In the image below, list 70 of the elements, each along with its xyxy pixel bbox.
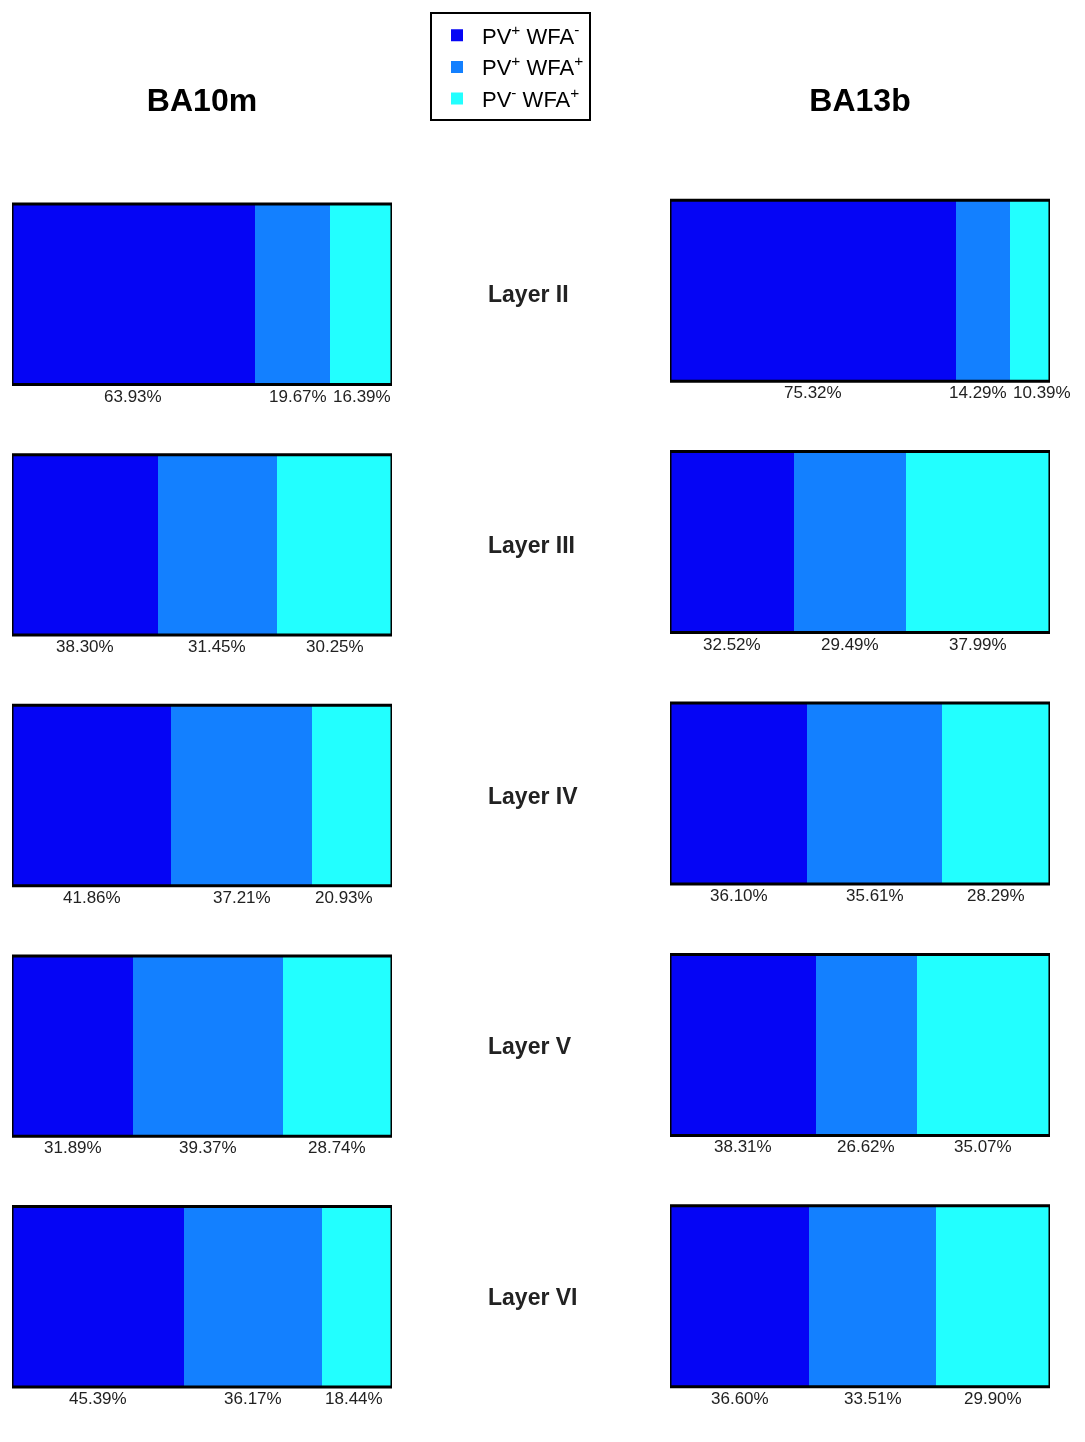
bar — [936, 1205, 1050, 1387]
legend-label: PV$^{+}$ WFA$^{-}$ — [482, 20, 580, 49]
data-label: 38.30% — [56, 637, 114, 656]
bar — [670, 1205, 810, 1387]
bar — [12, 705, 172, 886]
bar — [157, 454, 278, 636]
data-label: 30.25% — [306, 637, 364, 656]
data-label: 29.49% — [821, 635, 879, 654]
chart-title: BA13b — [809, 82, 911, 119]
data-label: 19.67% — [269, 387, 327, 406]
data-label: 75.32% — [784, 383, 842, 402]
data-label: 36.60% — [711, 1389, 769, 1408]
bar — [793, 451, 906, 633]
bar — [956, 200, 1011, 382]
data-label: 35.61% — [846, 886, 904, 905]
bar — [12, 454, 158, 636]
data-label: 10.39% — [1013, 383, 1071, 402]
data-label: 45.39% — [69, 1389, 127, 1408]
data-label: 16.39% — [333, 387, 391, 406]
bar — [807, 703, 943, 884]
y-tick-label: Layer V — [488, 1033, 572, 1060]
data-label: 20.93% — [315, 888, 373, 907]
y-tick-label: Layer III — [488, 531, 575, 558]
legend-label: PV$^{-}$ WFA$^{+}$ — [482, 83, 580, 113]
bar — [670, 703, 808, 884]
bar — [905, 451, 1050, 633]
data-label: 29.90% — [964, 1389, 1022, 1408]
bar — [670, 200, 957, 382]
data-label: 63.93% — [104, 387, 162, 406]
data-label: 28.74% — [308, 1138, 366, 1157]
bar — [12, 1206, 185, 1387]
bar — [184, 1206, 322, 1387]
bar — [942, 703, 1050, 884]
data-label: 36.10% — [710, 886, 768, 905]
bar — [12, 955, 134, 1137]
data-label: 18.44% — [325, 1389, 383, 1408]
bar — [809, 1205, 937, 1387]
bar — [133, 955, 283, 1137]
bar — [815, 954, 917, 1136]
y-tick-label: Layer II — [488, 281, 569, 308]
bar — [12, 204, 255, 385]
y-tick-label: Layer IV — [488, 782, 579, 809]
bar — [171, 705, 313, 886]
bar — [321, 1206, 392, 1387]
data-label: 26.62% — [837, 1137, 895, 1156]
y-tick-label: Layer VI — [488, 1283, 578, 1310]
data-label: 14.29% — [949, 383, 1007, 402]
bar — [277, 454, 392, 636]
data-label: 41.86% — [63, 888, 121, 907]
data-label: 35.07% — [954, 1137, 1012, 1156]
data-label: 37.21% — [213, 888, 271, 907]
data-label: 37.99% — [949, 635, 1007, 654]
data-label: 38.31% — [714, 1137, 772, 1156]
data-label: 32.52% — [703, 635, 761, 654]
bar — [1010, 200, 1050, 382]
bar — [670, 451, 794, 633]
data-label: 36.17% — [224, 1389, 282, 1408]
data-label: 33.51% — [844, 1389, 902, 1408]
bar — [670, 954, 816, 1136]
data-label: 31.45% — [188, 637, 246, 656]
bar — [916, 954, 1050, 1136]
data-label: 39.37% — [179, 1138, 237, 1157]
bar — [329, 204, 392, 385]
bar — [282, 955, 392, 1137]
bar — [312, 705, 392, 886]
chart-title: BA10m — [146, 82, 258, 119]
data-label: 31.89% — [44, 1138, 102, 1157]
bar — [254, 204, 330, 385]
legend-label: PV$^{+}$ WFA$^{+}$ — [482, 52, 584, 81]
data-label: 28.29% — [967, 886, 1025, 905]
